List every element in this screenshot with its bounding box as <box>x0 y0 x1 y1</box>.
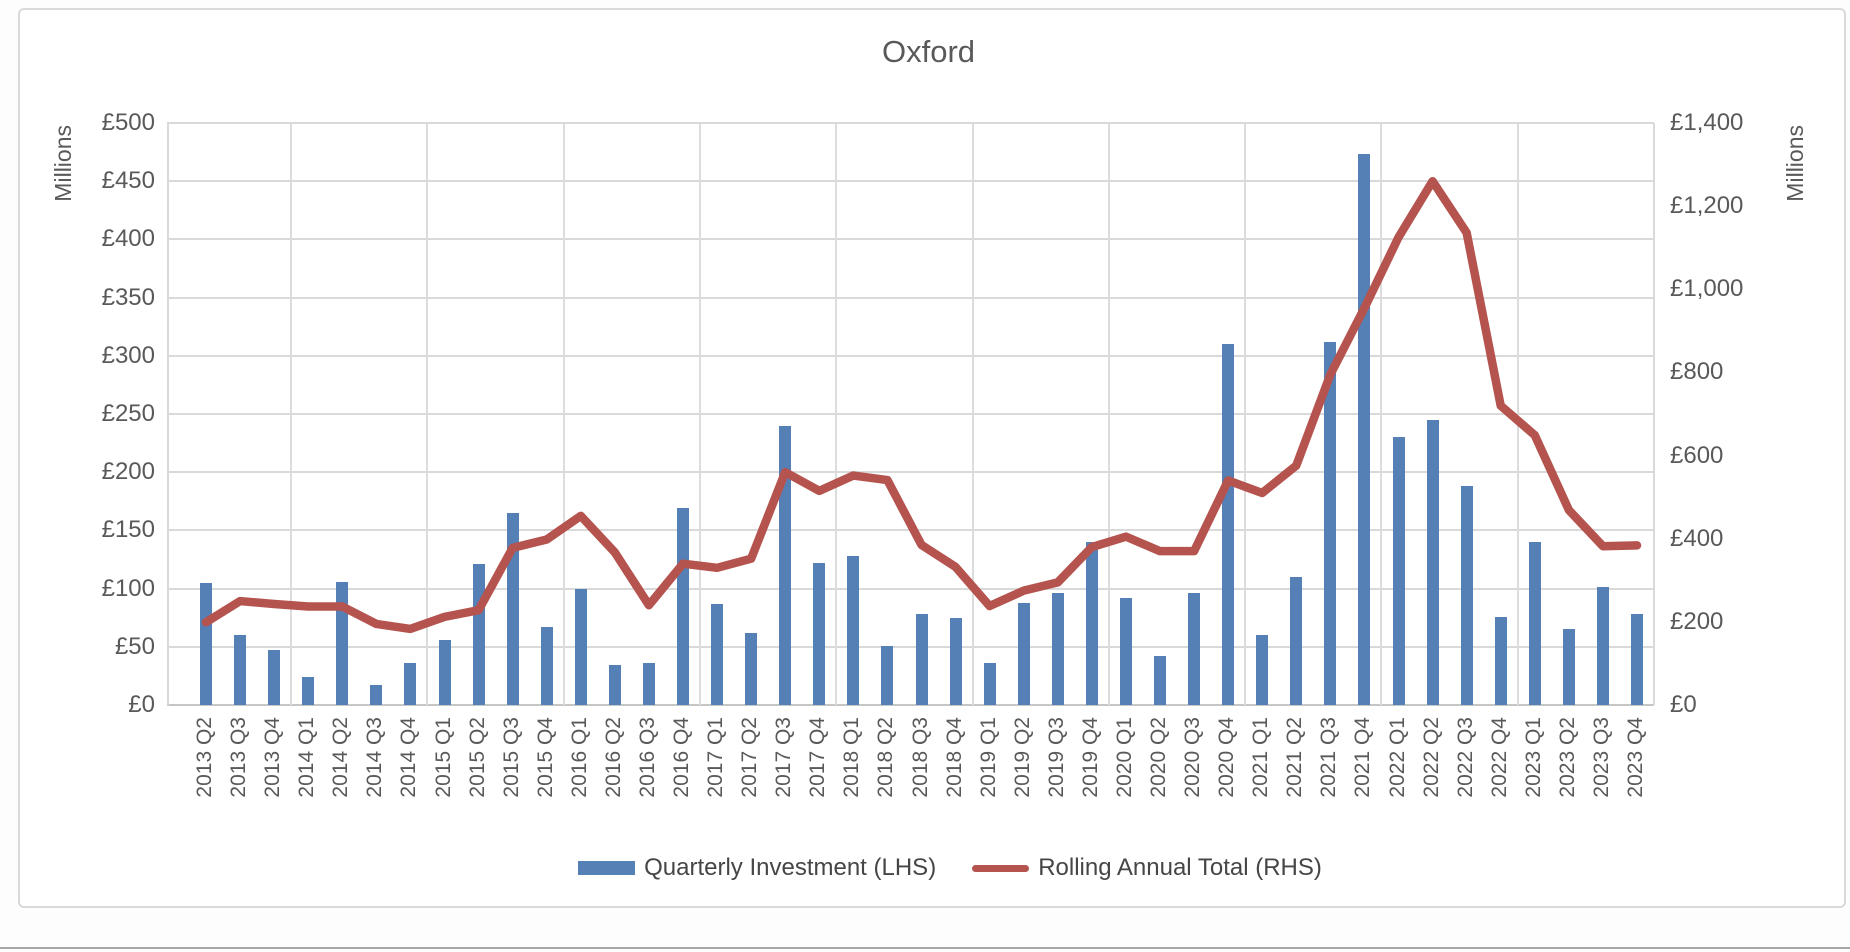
line-series-path[interactable] <box>201 176 1642 634</box>
legend-label: Rolling Annual Total (RHS) <box>1038 854 1322 881</box>
right-axis-tick-label: £0 <box>1670 691 1697 718</box>
rolling-annual-total-line[interactable] <box>20 10 1844 906</box>
bar[interactable] <box>711 603 724 705</box>
left-axis-tick-label: £150 <box>101 516 155 544</box>
bar[interactable] <box>915 614 928 705</box>
bar[interactable] <box>1290 576 1303 705</box>
bar[interactable] <box>983 663 996 705</box>
bar[interactable] <box>677 508 689 705</box>
gridline <box>426 123 429 705</box>
bar[interactable] <box>608 665 621 705</box>
bar[interactable] <box>1460 486 1473 705</box>
gridline <box>167 122 1654 124</box>
right-axis-tick-label: £1,200 <box>1670 192 1744 220</box>
bar[interactable] <box>268 650 281 705</box>
right-axis-tick-label: £1,400 <box>1670 109 1744 136</box>
gridline <box>167 354 1654 357</box>
gridline <box>971 123 974 705</box>
legend-item-quarterly-investment[interactable]: Quarterly Investment (LHS) <box>578 854 936 882</box>
bar[interactable] <box>540 627 553 705</box>
bar[interactable] <box>1392 437 1405 705</box>
bar[interactable] <box>302 677 315 705</box>
right-axis-tick-label: £400 <box>1670 524 1724 552</box>
bar[interactable] <box>1426 419 1439 705</box>
gridline <box>167 704 1654 706</box>
bar[interactable] <box>1017 602 1030 705</box>
bar[interactable] <box>745 632 758 705</box>
right-axis-tick-label: £1,000 <box>1670 275 1744 303</box>
left-axis-tick-label: £50 <box>114 632 155 660</box>
window-edge-divider <box>0 947 1850 949</box>
gridline <box>167 180 1654 183</box>
bar[interactable] <box>1222 344 1235 705</box>
gridline <box>699 123 702 705</box>
gridline <box>1516 123 1519 705</box>
gridline <box>1244 123 1247 705</box>
left-axis-tick-label: £300 <box>101 341 155 369</box>
gridline <box>1107 123 1110 705</box>
gridline <box>835 123 838 705</box>
bar[interactable] <box>642 663 655 705</box>
bar[interactable] <box>847 556 860 705</box>
gridline <box>167 413 1654 415</box>
line-series-swatch <box>972 864 1030 872</box>
bar[interactable] <box>1631 614 1643 705</box>
gridline <box>167 645 1654 648</box>
bar[interactable] <box>1256 635 1269 705</box>
plot-right-border <box>1653 123 1655 705</box>
bar[interactable] <box>1596 587 1609 705</box>
bar[interactable] <box>1154 656 1166 705</box>
left-axis-tick-label: £400 <box>101 225 155 253</box>
left-axis-tick-label: £100 <box>101 574 155 602</box>
gridline <box>1380 123 1383 705</box>
bar[interactable] <box>1324 341 1337 705</box>
left-axis-tick-label: £350 <box>101 283 155 311</box>
left-axis-tick-label: £0 <box>128 691 155 718</box>
plot-left-border <box>167 123 169 705</box>
bar[interactable] <box>1562 629 1575 705</box>
bar[interactable] <box>370 685 383 705</box>
left-axis-tick-label: £500 <box>101 109 155 136</box>
legend-label: Quarterly Investment (LHS) <box>644 854 937 881</box>
bar[interactable] <box>1085 542 1098 705</box>
legend-item-rolling-annual-total[interactable]: Rolling Annual Total (RHS) <box>972 854 1322 882</box>
bar[interactable] <box>779 425 792 705</box>
chart-card[interactable]: Oxford £0 £50 £100 £150 £200 £250 £300 £350 £400… <box>18 8 1846 908</box>
bar[interactable] <box>813 562 826 705</box>
right-axis-tick-label: £800 <box>1670 358 1724 386</box>
bar[interactable] <box>574 588 587 705</box>
bar[interactable] <box>1119 597 1132 705</box>
bar[interactable] <box>1188 593 1201 705</box>
gridline <box>167 587 1654 590</box>
bar[interactable] <box>881 645 894 705</box>
right-axis-tick-label: £200 <box>1670 607 1724 635</box>
bar[interactable] <box>200 582 212 705</box>
left-axis-tick-label: £200 <box>101 458 155 486</box>
bar-series-swatch <box>578 861 636 875</box>
gridline <box>167 238 1654 241</box>
left-axis-tick-label: £450 <box>101 167 155 195</box>
bar[interactable] <box>1051 593 1064 705</box>
bar[interactable] <box>438 639 451 705</box>
bar[interactable] <box>404 663 417 705</box>
gridline <box>290 123 293 705</box>
bar[interactable] <box>949 617 962 705</box>
bar[interactable] <box>1528 542 1541 705</box>
legend: Quarterly Investment (LHS) Rolling Annua… <box>38 854 1850 882</box>
gridline <box>167 471 1654 474</box>
right-axis-tick-label: £600 <box>1670 441 1724 469</box>
gridline <box>167 296 1654 299</box>
bar[interactable] <box>1494 616 1507 705</box>
bar[interactable] <box>234 635 247 705</box>
chart-title: Oxford <box>881 34 976 69</box>
gridline <box>562 123 565 705</box>
left-axis-tick-label: £250 <box>101 400 155 427</box>
